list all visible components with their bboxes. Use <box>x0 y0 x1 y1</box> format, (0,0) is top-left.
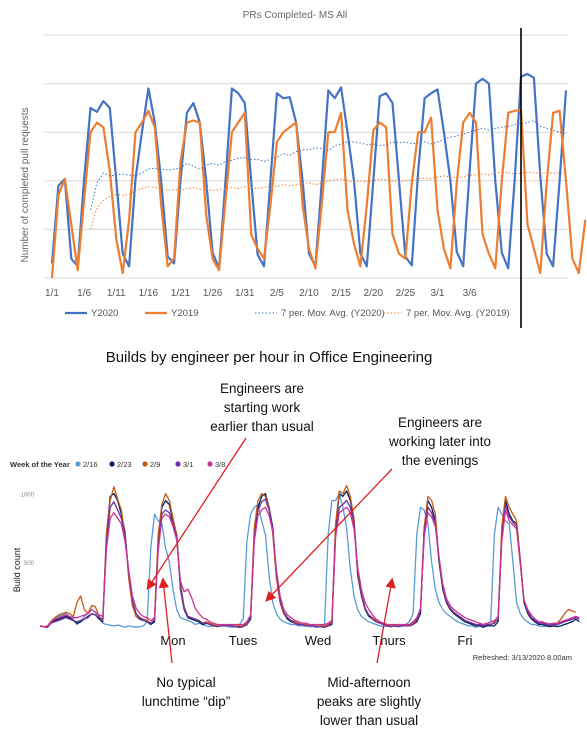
x-tick-label: 2/5 <box>270 288 284 299</box>
annotation-arrow <box>146 437 247 591</box>
y-axis-label: Build count <box>12 547 22 592</box>
x-tick-label: 1/6 <box>77 288 91 299</box>
refreshed-footer: Refreshed: 3/13/2020 8.00am <box>473 653 572 662</box>
series-lines <box>50 72 587 279</box>
day-label: Fri <box>457 633 472 648</box>
series-lines <box>39 484 580 628</box>
y-tick-label: 500 <box>24 561 35 567</box>
legend-dot <box>142 461 148 467</box>
y-tick-labels: 500 1000 <box>21 493 35 567</box>
y-axis-label: Number of completed pull requests <box>20 107 31 262</box>
day-labels: Mon Tues Wed Thurs Fri <box>160 633 472 648</box>
x-tick-label: 2/15 <box>331 288 351 299</box>
day-label: Tues <box>229 633 258 648</box>
series-line <box>39 484 576 628</box>
day-label: Mon <box>160 633 185 648</box>
annotations: Engineers are starting work earlier than u… <box>142 381 491 728</box>
series-line <box>90 120 567 211</box>
annotation-text: Engineers are <box>220 381 304 396</box>
series-line <box>50 108 587 279</box>
series-line <box>90 171 566 230</box>
annotation-text: Mid-afternoon <box>327 675 410 690</box>
annotation-text: peaks are slightly <box>317 694 422 709</box>
legend-dot <box>175 461 181 467</box>
annotation-text: Engineers are <box>398 415 482 430</box>
legend-label: Y2020 <box>91 308 118 319</box>
annotation-text: working later into <box>388 434 491 449</box>
legend-label: 3/8 <box>215 460 225 469</box>
prs-completed-chart: PRs Completed- MS All Number of complete… <box>20 10 587 328</box>
x-tick-label: 1/21 <box>171 288 191 299</box>
x-tick-label: 1/1 <box>45 288 59 299</box>
legend-dot <box>109 461 115 467</box>
annotation-text: earlier than usual <box>210 419 314 434</box>
y-tick-label: 1000 <box>21 493 35 499</box>
legend-label: 2/23 <box>117 460 132 469</box>
annotation-text: the evenings <box>402 453 479 468</box>
annotation-arrow <box>158 577 173 664</box>
legend: Y2020 Y2019 7 per. Mov. Avg. (Y2020) 7 per.… <box>65 308 510 319</box>
x-tick-label: 3/1 <box>431 288 445 299</box>
x-tick-label: 1/31 <box>235 288 255 299</box>
annotation-text: lower than usual <box>320 713 418 728</box>
gridlines <box>45 34 568 279</box>
legend-label: 3/1 <box>183 460 193 469</box>
chart-title: PRs Completed- MS All <box>243 10 347 21</box>
legend-label: 7 per. Mov. Avg. (Y2019) <box>406 308 510 319</box>
annotation-text: lunchtime “dip” <box>142 694 231 709</box>
legend-dot <box>75 461 81 467</box>
annotation-arrow <box>265 468 393 602</box>
annotation-text: starting work <box>224 400 301 415</box>
x-tick-label: 1/16 <box>139 288 159 299</box>
day-label: Thurs <box>372 633 406 648</box>
builds-per-hour-chart: Builds by engineer per hour in Office En… <box>10 349 580 728</box>
legend: 2/16 2/23 2/9 3/1 3/8 <box>75 460 225 469</box>
legend-dot <box>207 461 213 467</box>
legend-label: Y2019 <box>171 308 198 319</box>
day-label: Wed <box>305 633 332 648</box>
x-tick-label: 3/6 <box>463 288 477 299</box>
legend-title: Week of the Year <box>10 460 70 469</box>
x-tick-label: 2/25 <box>396 288 416 299</box>
x-tick-label: 1/26 <box>203 288 223 299</box>
x-tick-label: 2/10 <box>299 288 319 299</box>
annotation-arrow <box>376 577 396 664</box>
x-tick-label: 2/20 <box>364 288 384 299</box>
x-tick-label: 1/11 <box>107 288 126 299</box>
series-line <box>50 72 568 270</box>
x-tick-labels: 1/1 1/6 1/11 1/16 1/21 1/26 1/31 2/5 2/10 2/15 2/2… <box>45 288 477 299</box>
chart-title: Builds by engineer per hour in Office En… <box>106 349 433 366</box>
legend-label: 7 per. Mov. Avg. (Y2020) <box>281 308 385 319</box>
legend-label: 2/16 <box>83 460 98 469</box>
series-line <box>39 506 580 628</box>
annotation-text: No typical <box>156 675 215 690</box>
legend-label: 2/9 <box>150 460 160 469</box>
